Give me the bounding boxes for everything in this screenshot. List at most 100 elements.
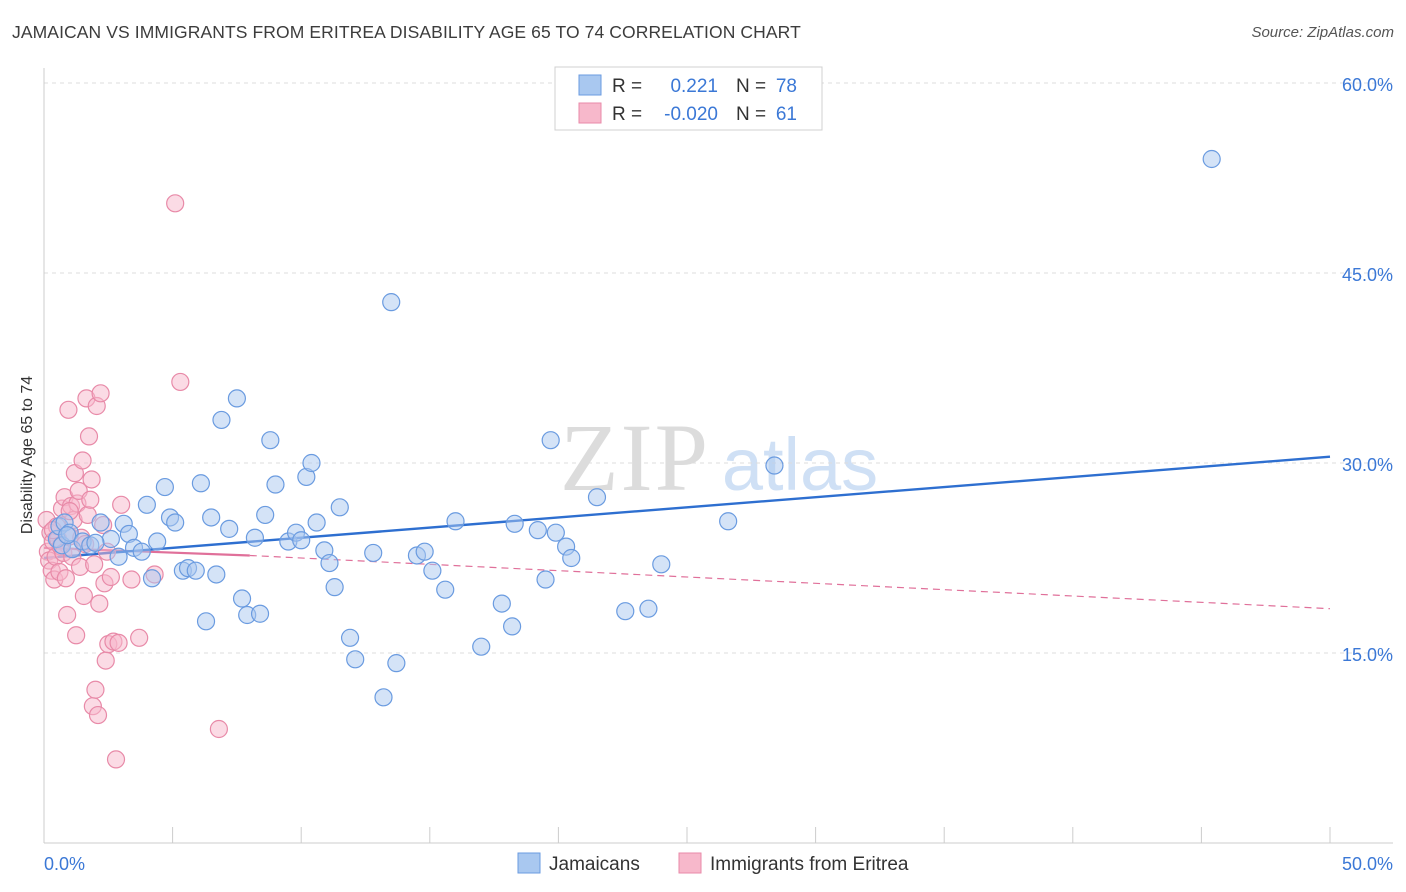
jamaican-point [186,561,205,580]
eritrea-point [56,569,75,588]
jamaican-point [587,488,607,507]
jamaican-point [302,453,321,473]
jamaican-point [232,589,252,608]
jamaican-point [307,513,326,532]
jamaican-point [446,512,465,531]
jamaican-point [536,570,555,589]
y-tick-label: 60.0% [1342,75,1393,95]
legend-r-label-2: R = [612,104,642,125]
jamaican-point [137,495,156,514]
eritrea-point [112,495,131,514]
jamaican-point [1202,149,1221,169]
eritrea-point [101,567,120,587]
jamaican-point [562,548,581,568]
bottom-legend-swatch-jamaicans [517,852,541,874]
legend-swatch-jamaicans [578,74,602,96]
chart-title: JAMAICAN VS IMMIGRANTS FROM ERITREA DISA… [12,22,801,42]
eritrea-point [171,372,190,392]
jamaican-point [220,519,239,538]
eritrea-point [81,490,100,509]
jamaican-point [652,555,671,574]
jamaican-point [250,604,270,623]
jamaican-point [148,532,167,551]
jamaican-point [91,513,110,532]
jamaican-point [320,553,339,573]
jamaican-point [415,542,434,561]
eritrea-point [82,470,101,489]
jamaican-point [101,529,120,549]
jamaican-point [472,637,491,656]
legend-box: R = 0.221 N = 78 R = -0.020 N = 61 [554,66,823,131]
jamaican-point [436,580,455,599]
jamaican-point [86,533,105,552]
jamaican-point [202,508,221,527]
eritrea-point [59,400,78,419]
legend-n-value-1: 78 [776,76,797,97]
jamaican-point [155,477,174,497]
jamaican-point [364,543,383,563]
eritrea-point [58,605,77,625]
y-axis-label: Disability Age 65 to 74 [19,376,36,534]
x-tick-label-min: 0.0% [44,854,85,874]
eritrea-point [79,427,99,446]
eritrea-point [67,626,86,645]
x-tick-label-max: 50.0% [1342,854,1393,874]
jamaican-point [325,578,344,597]
legend-n-label-1: N = [736,76,766,97]
watermark-zip: ZIP [560,404,710,511]
jamaican-point [245,528,265,547]
eritrea-point [209,719,228,739]
eritrea-point [106,750,126,769]
jamaican-point [503,617,522,636]
jamaican-point [505,514,524,533]
jamaican-point [340,628,360,647]
jamaican-point [109,547,128,566]
jamaican-point [212,410,231,430]
jamaican-point [207,565,226,584]
jamaican-point [330,498,349,517]
jamaican-point [639,599,658,618]
jamaican-point [346,650,365,669]
jamaican-point [382,293,401,312]
legend-n-value-2: 61 [776,104,797,125]
jamaican-point [142,569,162,588]
watermark-atlas: atlas [722,423,878,506]
legend-r-value-1: 0.221 [670,76,718,97]
jamaican-point [166,513,185,532]
jamaican-point [374,688,393,707]
jamaican-point [292,531,311,550]
trend-line-eritrea-dashed [249,554,1331,610]
jamaican-point [227,389,246,408]
bottom-legend-jamaicans: Jamaicans [549,854,640,875]
y-tick-label: 30.0% [1342,455,1393,475]
eritrea-point [73,451,92,470]
eritrea-point [88,705,108,725]
eritrea-point [96,651,115,670]
y-tick-label: 15.0% [1342,645,1393,665]
eritrea-point [85,555,104,574]
eritrea-point [74,586,93,606]
y-tick-label: 45.0% [1342,265,1393,285]
jamaican-point [492,594,511,613]
bottom-legend-eritrea: Immigrants from Eritrea [710,854,909,875]
bottom-legend-swatch-eritrea [678,852,702,874]
chart-source: Source: ZipAtlas.com [1251,24,1394,41]
bottom-legend: Jamaicans Immigrants from Eritrea [517,852,909,875]
legend-n-label-2: N = [736,104,766,125]
legend-r-value-2: -0.020 [664,104,718,125]
jamaican-point [132,542,151,561]
jamaican-point [719,512,738,531]
jamaican-point [261,431,280,450]
eritrea-point [90,594,109,613]
jamaican-point [528,521,547,540]
jamaican-point [266,475,285,494]
eritrea-point [91,384,110,403]
jamaican-point [387,654,406,673]
eritrea-point [109,633,128,652]
jamaican-point [765,456,784,475]
eritrea-point [86,680,105,699]
eritrea-point [122,570,141,589]
legend-r-label-1: R = [612,76,642,97]
jamaican-point [541,431,560,450]
